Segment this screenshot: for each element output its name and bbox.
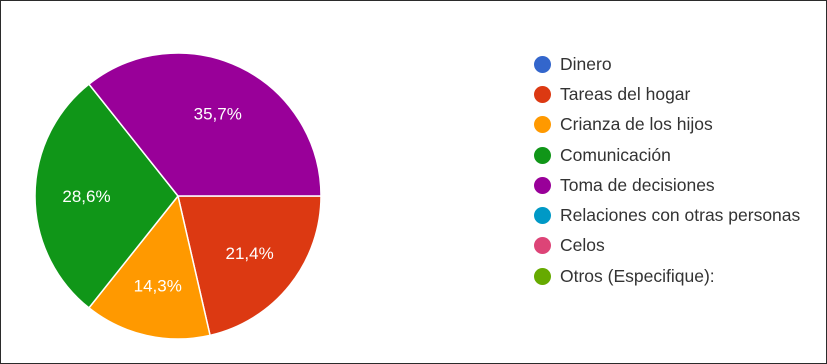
pie-label-tareas-del-hogar: 21,4%: [226, 244, 274, 263]
pie-slice-crianza-de-los-hijos[interactable]: [87, 194, 211, 340]
legend-label-otros: Otros (Especifique):: [560, 265, 715, 286]
legend-swatch-comunicacion: [534, 146, 551, 164]
legend-label-toma-de-decisiones: Toma de decisiones: [560, 174, 715, 195]
legend-item-tareas-del-hogar[interactable]: Tareas del hogar: [534, 79, 826, 109]
legend-swatch-toma-de-decisiones: [534, 176, 551, 194]
pie-label-comunicacion: 28,6%: [62, 187, 110, 206]
legend-swatch-relaciones-con-otras-personas: [534, 207, 551, 225]
legend-swatch-celos: [534, 237, 551, 255]
pie-slice-toma-de-decisiones[interactable]: [87, 52, 322, 197]
legend-item-toma-de-decisiones[interactable]: Toma de decisiones: [534, 170, 826, 200]
pie-slice-tareas-del-hogar[interactable]: [177, 195, 322, 337]
legend-item-relaciones-con-otras-personas[interactable]: Relaciones con otras personas: [534, 200, 826, 230]
pie-label-crianza-de-los-hijos: 14,3%: [134, 276, 182, 295]
legend: Dinero Tareas del hogar Crianza de los h…: [534, 49, 826, 291]
legend-label-dinero: Dinero: [560, 53, 612, 74]
legend-swatch-crianza-de-los-hijos: [534, 116, 551, 134]
pie-slice-comunicacion[interactable]: [34, 83, 179, 309]
legend-item-otros[interactable]: Otros (Especifique):: [534, 261, 826, 291]
legend-swatch-otros: [534, 267, 551, 285]
legend-label-tareas-del-hogar: Tareas del hogar: [560, 83, 691, 104]
legend-label-relaciones-con-otras-personas: Relaciones con otras personas: [560, 205, 801, 226]
legend-label-crianza-de-los-hijos: Crianza de los hijos: [560, 114, 713, 135]
legend-label-comunicacion: Comunicación: [560, 144, 671, 165]
legend-label-celos: Celos: [560, 235, 605, 256]
legend-swatch-tareas-del-hogar: [534, 85, 551, 103]
pie-label-toma-de-decisiones: 35,7%: [194, 105, 242, 124]
legend-item-comunicacion[interactable]: Comunicación: [534, 140, 826, 170]
legend-swatch-dinero: [534, 55, 551, 73]
legend-item-celos[interactable]: Celos: [534, 231, 826, 261]
legend-item-crianza-de-los-hijos[interactable]: Crianza de los hijos: [534, 110, 826, 140]
legend-item-dinero[interactable]: Dinero: [534, 49, 826, 79]
